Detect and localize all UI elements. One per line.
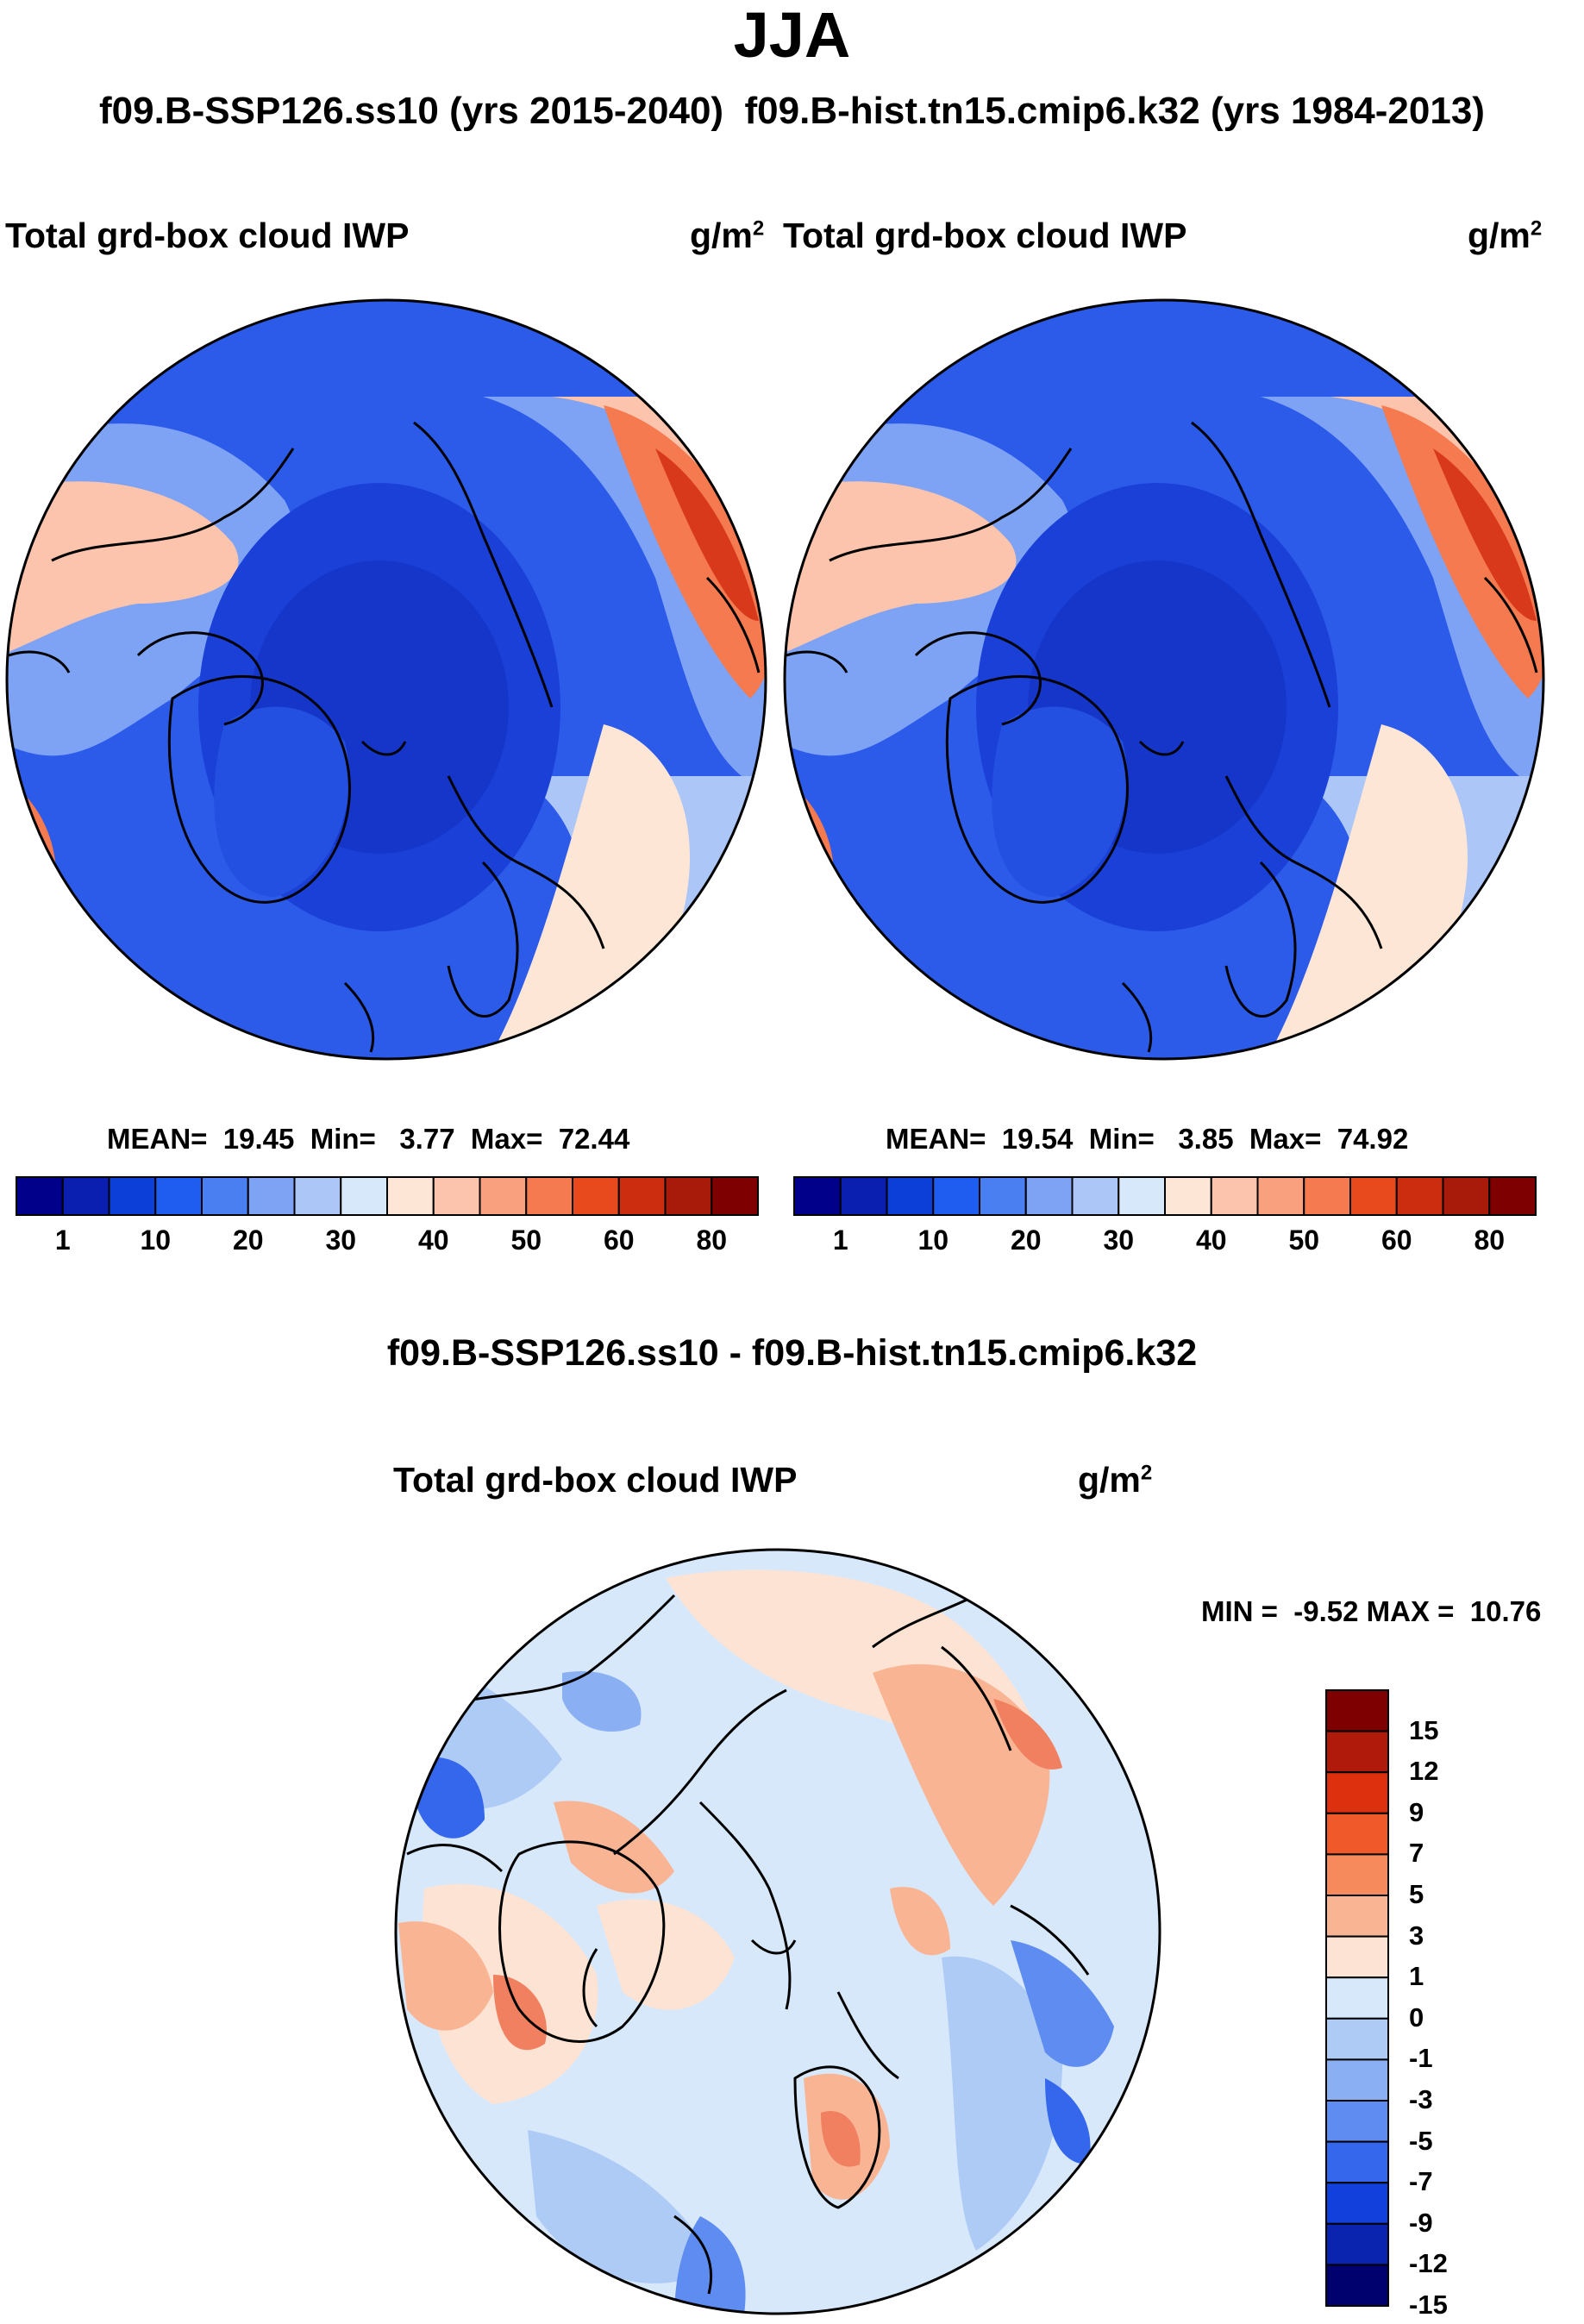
colorbar-tick-label: 80 [696, 1225, 728, 1256]
colorbar-swatch [1256, 1176, 1305, 1216]
difference-title: f09.B-SSP126.ss10 - f09.B-hist.tn15.cmip… [386, 1332, 1198, 1374]
colorbar-swatch [16, 1176, 64, 1216]
panel2-polar-map [783, 298, 1545, 1061]
colorbar-swatch [61, 1176, 110, 1216]
diff-colorbar-tick-label: 3 [1409, 1920, 1424, 1951]
colorbar-swatch [839, 1176, 888, 1216]
panel2-units: g/m2 [1468, 216, 1543, 255]
colorbar-swatch [793, 1176, 842, 1216]
colorbar-swatch [1118, 1176, 1166, 1216]
colorbar-tick-label: 10 [140, 1225, 172, 1256]
panel1-polar-map [5, 298, 767, 1061]
panel2-colorbar [793, 1176, 1537, 1216]
colorbar-tick-label: 40 [417, 1225, 449, 1256]
colorbar-swatch [479, 1176, 528, 1216]
colorbar-tick-label: 1 [832, 1225, 848, 1256]
colorbar-swatch [711, 1176, 759, 1216]
diff-colorbar-swatch [1325, 2058, 1389, 2102]
diff-colorbar-swatch [1325, 1976, 1389, 2020]
colorbar-tick-label: 20 [1010, 1225, 1042, 1256]
colorbar-swatch [979, 1176, 1027, 1216]
case-subtitle: f09.B-SSP126.ss10 (yrs 2015-2040) f09.B-… [0, 90, 1584, 133]
panel1-title: Total grd-box cloud IWP [5, 216, 410, 255]
diff-colorbar-tick-label: -1 [1409, 2043, 1433, 2074]
colorbar-tick-label: 1 [54, 1225, 71, 1256]
colorbar-swatch [1349, 1176, 1398, 1216]
colorbar-swatch [1210, 1176, 1259, 1216]
colorbar-swatch [108, 1176, 157, 1216]
diff-colorbar-tick-label: 12 [1409, 1756, 1439, 1787]
diff-colorbar-tick-label: -12 [1409, 2248, 1448, 2279]
panel1-colorbar [16, 1176, 759, 1216]
colorbar-swatch [617, 1176, 667, 1216]
colorbar-tick-label: 20 [232, 1225, 264, 1256]
diff-colorbar-tick-label: 0 [1409, 2001, 1424, 2033]
panel1-units: g/m2 [690, 216, 765, 255]
diff-colorbar [1325, 1689, 1389, 2308]
diff-colorbar-swatch [1325, 2222, 1389, 2266]
colorbar-swatch [1164, 1176, 1212, 1216]
diff-colorbar-tick-label: -3 [1409, 2084, 1433, 2114]
colorbar-swatch [1303, 1176, 1351, 1216]
diff-panel-title: Total grd-box cloud IWP [393, 1460, 798, 1500]
colorbar-swatch [572, 1176, 620, 1216]
colorbar-tick-label: 50 [510, 1225, 542, 1256]
colorbar-swatch [664, 1176, 713, 1216]
diff-colorbar-tick-label: -5 [1409, 2125, 1433, 2156]
colorbar-swatch [154, 1176, 203, 1216]
diff-colorbar-swatch [1325, 2017, 1389, 2061]
diff-colorbar-swatch [1325, 1935, 1389, 1979]
colorbar-swatch [1071, 1176, 1120, 1216]
diff-colorbar-swatch [1325, 1730, 1389, 1774]
diff-colorbar-swatch [1325, 2182, 1389, 2225]
colorbar-swatch [386, 1176, 435, 1216]
colorbar-tick-label: 30 [325, 1225, 357, 1256]
colorbar-tick-label: 60 [603, 1225, 635, 1256]
colorbar-tick-label: 10 [917, 1225, 949, 1256]
colorbar-swatch [201, 1176, 249, 1216]
case1-label: f09.B-SSP126.ss10 (yrs 2015-2040) [99, 90, 724, 132]
diff-colorbar-swatch [1325, 1895, 1389, 1938]
case2-label: f09.B-hist.tn15.cmip6.k32 (yrs 1984-2013… [744, 90, 1485, 132]
colorbar-swatch [1395, 1176, 1444, 1216]
diff-colorbar-swatch [1325, 1812, 1389, 1856]
panel2-stats: MEAN= 19.54 Min= 3.85 Max= 74.92 [886, 1123, 1409, 1155]
difference-polar-map [394, 1548, 1161, 2315]
colorbar-tick-label: 40 [1195, 1225, 1227, 1256]
diff-min-max: MIN = -9.52 MAX = 10.76 [1201, 1595, 1542, 1627]
diff-colorbar-swatch [1325, 1771, 1389, 1814]
colorbar-tick-label: 50 [1288, 1225, 1320, 1256]
diff-colorbar-tick-label: 15 [1409, 1714, 1439, 1745]
colorbar-swatch [1024, 1176, 1074, 1216]
colorbar-swatch [932, 1176, 980, 1216]
diff-colorbar-tick-label: -15 [1409, 2290, 1448, 2320]
diff-colorbar-tick-label: 7 [1409, 1838, 1424, 1869]
diff-colorbar-swatch [1325, 2140, 1389, 2184]
colorbar-swatch [1488, 1176, 1537, 1216]
panel1-stats: MEAN= 19.45 Min= 3.77 Max= 72.44 [107, 1123, 630, 1155]
diff-colorbar-swatch [1325, 2264, 1389, 2308]
diff-colorbar-swatch [1325, 2100, 1389, 2143]
diff-colorbar-tick-label: -9 [1409, 2207, 1433, 2238]
colorbar-swatch [432, 1176, 481, 1216]
colorbar-swatch [1442, 1176, 1491, 1216]
colorbar-swatch [525, 1176, 573, 1216]
colorbar-tick-label: 30 [1103, 1225, 1135, 1256]
diff-colorbar-tick-label: -7 [1409, 2166, 1433, 2197]
diff-colorbar-swatch [1325, 1853, 1389, 1896]
diff-panel-units: g/m2 [1078, 1460, 1153, 1500]
season-title: JJA [733, 0, 851, 71]
diff-colorbar-tick-label: 9 [1409, 1796, 1424, 1827]
colorbar-tick-label: 80 [1474, 1225, 1506, 1256]
colorbar-swatch [340, 1176, 388, 1216]
panel2-title: Total grd-box cloud IWP [783, 216, 1187, 255]
colorbar-swatch [293, 1176, 342, 1216]
diff-colorbar-tick-label: 1 [1409, 1961, 1424, 1992]
colorbar-swatch [247, 1176, 296, 1216]
colorbar-tick-label: 60 [1381, 1225, 1412, 1256]
diff-colorbar-swatch [1325, 1689, 1389, 1732]
colorbar-swatch [886, 1176, 935, 1216]
diff-colorbar-tick-label: 5 [1409, 1879, 1424, 1909]
